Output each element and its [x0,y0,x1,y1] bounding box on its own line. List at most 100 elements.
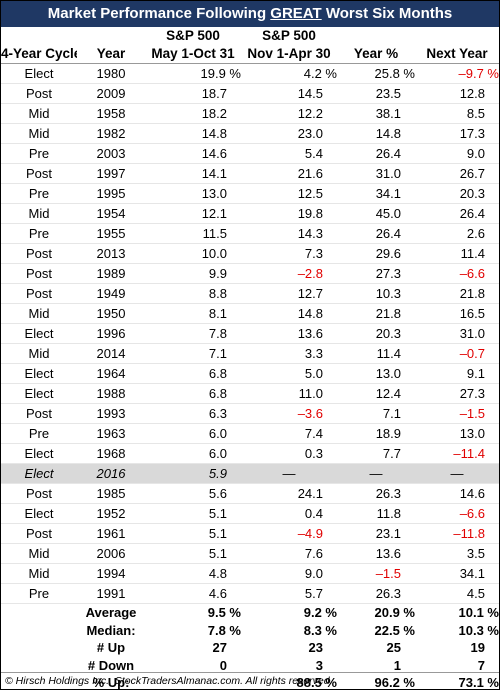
value-cell: 4.2 % [241,63,337,84]
value-cell: 27.3 [337,263,415,284]
year-cell: 1994 [77,563,145,584]
cycle-cell: Elect [1,503,77,524]
value-cell: –2.8 [241,263,337,284]
summary-value: 9.5 % [207,605,241,620]
group-label: S&P 500 [262,28,316,43]
value-cell: 26.7 [415,163,499,184]
cycle-cell: Elect [1,63,77,84]
cycle-cell: Elect [1,463,77,484]
value-cell: 12.4 [337,383,415,404]
value-cell: 11.5 [145,223,241,244]
year-cell: 1989 [77,263,145,284]
table-row: Post 1997 14.1 21.6 31.0 26.7 [1,163,499,184]
value-cell: 9.0 [415,143,499,164]
value-cell: 24.1 [241,483,337,504]
value-cell: –9.7 % [415,63,499,84]
column-header: Next Year [415,44,499,64]
value-cell: 14.8 [145,123,241,144]
value-cell: 18.2 [145,103,241,124]
value-cell: 14.6 [145,143,241,164]
value-cell: 26.3 [337,583,415,604]
value-cell: 31.0 [415,323,499,344]
table-row: Mid 1950 8.1 14.8 21.8 16.5 [1,303,499,324]
value-cell: 26.4 [415,203,499,224]
cycle-cell: Post [1,83,77,104]
value-cell: 21.8 [337,303,415,324]
value-cell: 25.8 % [337,63,415,84]
value-cell: 7.4 [241,423,337,444]
spacer [1,622,77,640]
table-row: Post 1985 5.6 24.1 26.3 14.6 [1,483,499,504]
summary-value: 7.8 % [207,622,241,638]
summary-value: 3 [315,657,323,673]
value-cell: 13.0 [415,423,499,444]
value-cell: 14.1 [145,163,241,184]
table-row: Mid 1994 4.8 9.0 –1.5 34.1 [1,563,499,584]
value-cell: 4.5 [415,583,499,604]
cycle-cell: Post [1,283,77,304]
summary-value: 7 [477,657,485,673]
value-cell: 29.6 [337,243,415,264]
cycle-cell: Post [1,163,77,184]
year-cell: 1961 [77,523,145,544]
cycle-cell: Pre [1,223,77,244]
cycle-cell: Pre [1,423,77,444]
value-cell: –4.9 [241,523,337,544]
table-row: Elect 1996 7.8 13.6 20.3 31.0 [1,323,499,344]
cycle-cell: Elect [1,443,77,464]
table-row: Post 1993 6.3 –3.6 7.1 –1.5 [1,403,499,424]
value-cell: –3.6 [241,403,337,424]
year-cell: 1997 [77,163,145,184]
value-cell: 5.6 [145,483,241,504]
summary-row: # Up 27 23 25 19 [1,639,499,657]
cycle-cell: Elect [1,363,77,384]
value-cell: 14.6 [415,483,499,504]
value-cell: 14.8 [241,303,337,324]
table-row: Elect 1968 6.0 0.3 7.7 –11.4 [1,443,499,464]
value-cell: 11.4 [415,243,499,264]
value-cell: 12.1 [145,203,241,224]
cycle-cell: Mid [1,303,77,324]
summary-value: 1 [393,657,401,673]
value-cell: 34.1 [415,563,499,584]
value-cell: 5.1 [145,503,241,524]
cycle-cell: Mid [1,103,77,124]
value-cell: 11.0 [241,383,337,404]
year-cell: 2014 [77,343,145,364]
value-cell: 7.7 [337,443,415,464]
table-row: Pre 1991 4.6 5.7 26.3 4.5 [1,583,499,604]
year-cell: 1985 [77,483,145,504]
summary-value: 8.3 % [303,622,337,638]
value-cell: 6.8 [145,383,241,404]
value-cell: — [241,463,337,484]
value-cell: 7.1 [145,343,241,364]
value-cell: –11.8 [415,523,499,544]
summary-label: % Up: [92,675,130,690]
value-cell: 13.6 [241,323,337,344]
summary-value: 23 [308,640,323,656]
year-cell: 2013 [77,243,145,264]
summary-value: 20.9 % [374,605,415,620]
table-row: Mid 2014 7.1 3.3 11.4 –0.7 [1,343,499,364]
cycle-cell: Mid [1,343,77,364]
column-header: May 1-Oct 31 [145,44,241,64]
summary-row: % Up: 88.5 % 96.2 % 73.1 % [1,674,499,690]
value-cell: 5.1 [145,523,241,544]
value-cell: 7.3 [241,243,337,264]
table-row: Pre 2003 14.6 5.4 26.4 9.0 [1,143,499,164]
value-cell: — [337,463,415,484]
value-cell: –11.4 [415,443,499,464]
table-row: Pre 1955 11.5 14.3 26.4 2.6 [1,223,499,244]
year-cell: 1980 [77,63,145,84]
table-row: Elect 1964 6.8 5.0 13.0 9.1 [1,363,499,384]
table-row: Mid 1954 12.1 19.8 45.0 26.4 [1,203,499,224]
value-cell: 13.0 [145,183,241,204]
year-cell: 1949 [77,283,145,304]
table-row: Mid 2006 5.1 7.6 13.6 3.5 [1,543,499,564]
value-cell: 26.4 [337,223,415,244]
value-cell: 18.7 [145,83,241,104]
value-cell: 19.9 % [145,63,241,84]
cycle-cell: Post [1,483,77,504]
summary-label: # Down [87,657,135,673]
